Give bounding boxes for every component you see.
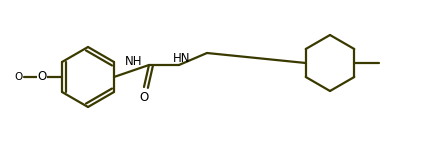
Text: O: O [15, 71, 23, 81]
Text: HN: HN [173, 51, 190, 65]
Text: NH: NH [125, 55, 142, 68]
Text: O: O [37, 70, 47, 84]
Text: O: O [139, 91, 149, 104]
